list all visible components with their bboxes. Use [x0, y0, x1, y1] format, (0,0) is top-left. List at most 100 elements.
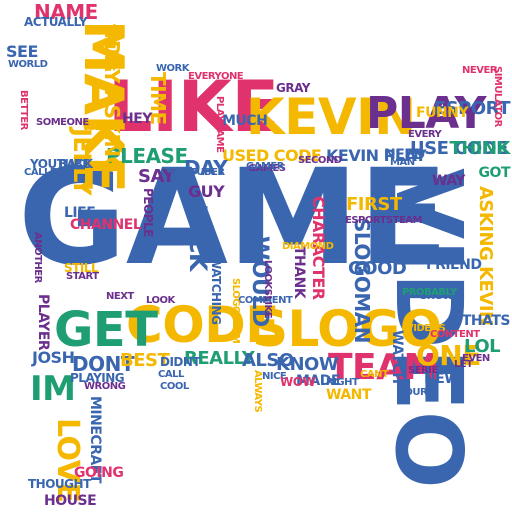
cloud-word: NICE [262, 371, 287, 382]
cloud-word: WAY [432, 173, 465, 189]
cloud-word: WELL [82, 119, 117, 133]
cloud-word: WOW [280, 375, 316, 389]
cloud-word: WATCH [389, 330, 405, 384]
cloud-word: LIFE [64, 205, 96, 221]
cloud-word: LOOKSLIKE [262, 260, 273, 319]
cloud-word: MADE [296, 373, 340, 389]
cloud-word: GAMER [246, 161, 284, 172]
cloud-word: SAY [138, 166, 175, 187]
cloud-word: DIDNT [160, 355, 201, 369]
cloud-word: SLOGO [252, 300, 442, 358]
cloud-word: THANK [291, 246, 307, 299]
cloud-word: DIAMOND [282, 241, 334, 252]
cloud-word: HEY [122, 111, 152, 127]
cloud-word: ONE [416, 339, 481, 372]
cloud-word: PROBABLY [402, 287, 457, 298]
cloud-word: KEVIN PLAY [326, 146, 426, 165]
cloud-word: FIRST [346, 194, 402, 215]
cloud-word: FRIEND [426, 257, 482, 273]
cloud-word: GAMES [248, 163, 286, 174]
cloud-word: LOL [464, 336, 501, 357]
cloud-word: EVERYONE [188, 71, 244, 82]
cloud-word: CALLED [24, 167, 64, 178]
cloud-word: YOUTUBE [30, 157, 90, 171]
cloud-word: SLOGOTEAM [230, 278, 241, 344]
cloud-word: RIGHT [326, 377, 359, 388]
cloud-word: BEST [120, 350, 170, 371]
cloud-word: DONT [72, 352, 134, 376]
cloud-word: GUY [188, 182, 225, 201]
cloud-word: FECK [184, 204, 212, 271]
cloud-word: NEVER [462, 65, 497, 76]
cloud-word: ESPORTSTEAM [345, 215, 422, 226]
cloud-word: YOURE [398, 387, 434, 398]
cloud-word: DAY [184, 156, 228, 180]
cloud-word: CONTENT [430, 329, 480, 340]
cloud-word: USED CODE [222, 146, 322, 165]
cloud-word: HOUSE [44, 493, 97, 509]
cloud-word: GET [54, 302, 158, 358]
cloud-word: USE CODE [410, 138, 508, 159]
cloud-word: THOUGHT [28, 477, 91, 491]
cloud-word: ACTUALLY [24, 15, 88, 29]
cloud-word: SLOGOMAN [350, 218, 374, 343]
cloud-word: STILL [64, 261, 99, 275]
cloud-word: LET [454, 359, 473, 370]
cloud-word: SHOW [420, 291, 454, 302]
cloud-word: GAME [18, 141, 449, 295]
cloud-word: MUCH [222, 113, 268, 129]
cloud-word: KNOW [276, 354, 339, 375]
cloud-word: ANOTHER [32, 232, 43, 283]
cloud-word: ASKING KEVIN [475, 186, 496, 326]
cloud-word: WORK [156, 63, 189, 74]
cloud-word: PLAYER [35, 294, 51, 351]
cloud-word: SECOND [298, 155, 342, 166]
cloud-word: MAN [390, 157, 415, 168]
cloud-word: IM [30, 369, 76, 409]
cloud-word: CODE [126, 296, 279, 354]
cloud-word: ALSO [242, 350, 294, 371]
cloud-word: ALWAYS [252, 370, 263, 413]
cloud-word: JOSH [32, 348, 75, 367]
cloud-word: EVERY [408, 129, 442, 140]
cloud-word: CALL [158, 369, 184, 380]
cloud-word: CHANNEL [70, 217, 142, 233]
cloud-word: THINK [449, 138, 510, 159]
cloud-word: COMMENT [238, 295, 293, 306]
cloud-word: THATS [461, 313, 511, 329]
cloud-word: REALLY [184, 348, 255, 369]
cloud-word: GRAY [276, 81, 310, 95]
cloud-word: GOOD [348, 258, 407, 279]
cloud-word: PLAYGAME [214, 96, 225, 153]
cloud-word: VIDEOS [406, 323, 446, 334]
cloud-word: NEW [424, 371, 460, 387]
cloud-word: YOUTUBER [168, 167, 225, 178]
cloud-word: NEXT [106, 291, 134, 302]
cloud-word: SOMEONE [36, 117, 89, 128]
cloud-word: GOING [74, 465, 124, 481]
cloud-word: PLAY [366, 88, 487, 139]
cloud-word: LIKE [108, 66, 279, 148]
cloud-word: NAME [34, 0, 98, 24]
cloud-word: SERIE [408, 365, 438, 376]
cloud-word: WANT [326, 387, 371, 403]
cloud-word: EVEN [462, 353, 490, 364]
cloud-word: NEED [384, 147, 425, 163]
cloud-word: BACK [58, 157, 93, 171]
cloud-word: GOT [478, 165, 511, 181]
cloud-word: COOL [160, 381, 189, 392]
cloud-word: ESPORT [433, 98, 511, 119]
cloud-word: THING [101, 24, 117, 72]
cloud-word: FUNNY [416, 105, 469, 121]
cloud-word: PLAYING [70, 371, 125, 385]
cloud-word: BETTER [18, 90, 29, 130]
cloud-word: SEE [6, 42, 38, 61]
cloud-word: WORLD [8, 59, 48, 70]
cloud-word: PEOPLE [141, 188, 155, 237]
cloud-word: CANT [360, 369, 389, 380]
cloud-word: WRONG [84, 381, 126, 392]
cloud-word: PLEASE [106, 144, 188, 168]
cloud-word: START [66, 271, 99, 282]
cloud-word: KEVIN [246, 88, 416, 146]
